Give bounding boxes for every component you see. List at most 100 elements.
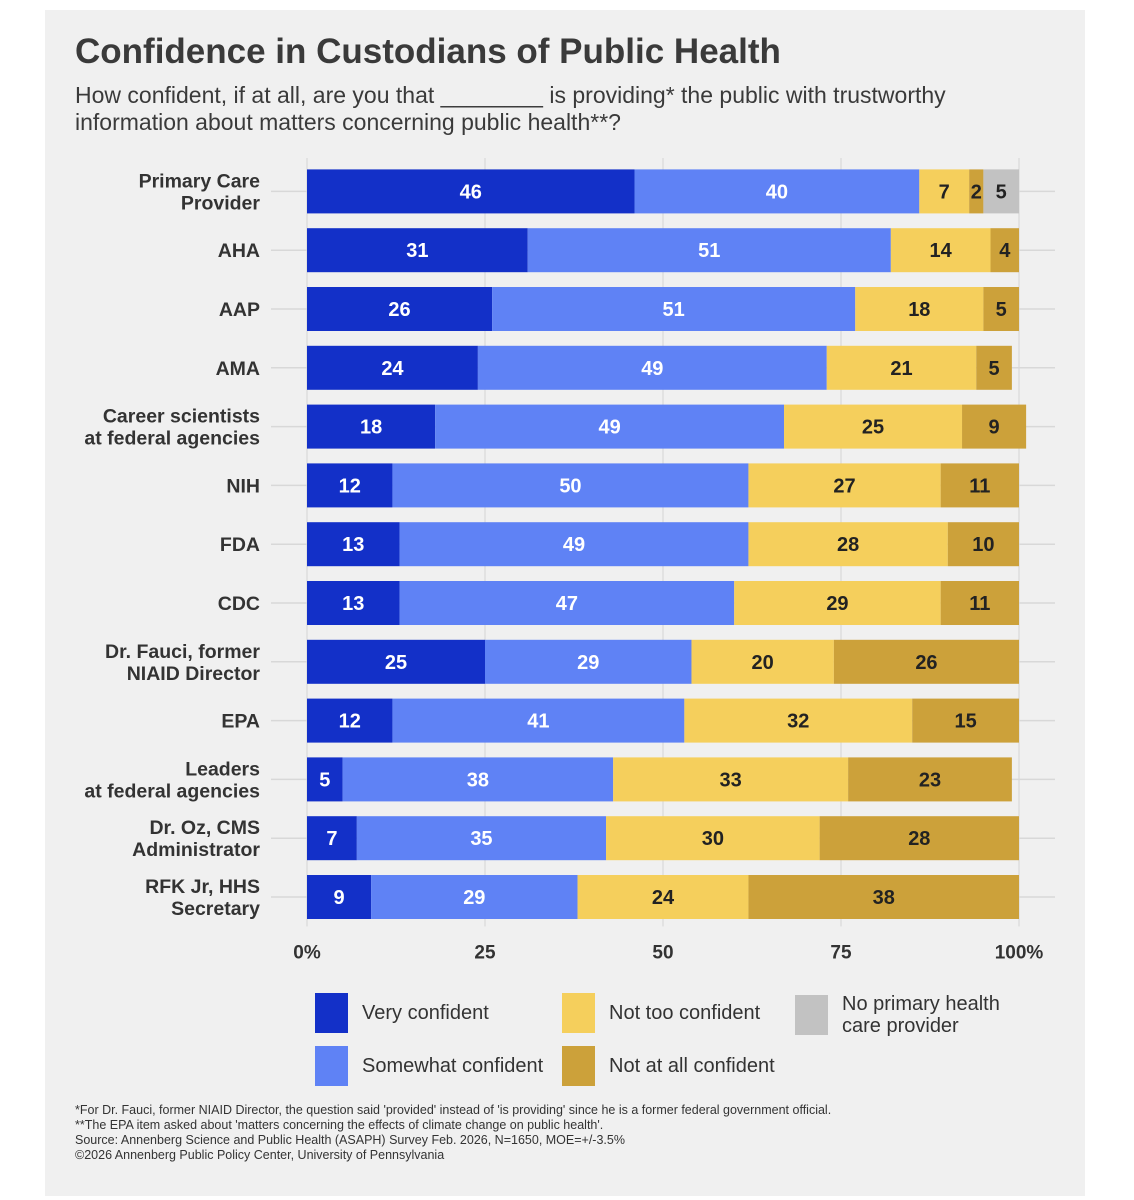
data-label: 40 [766, 181, 788, 203]
bar-segment [307, 463, 393, 508]
data-label: 24 [652, 887, 675, 909]
legend-item-not-too-confident: Not too confident [562, 993, 760, 1033]
legend-swatch [562, 993, 595, 1033]
category-label-line: Provider [181, 192, 261, 214]
data-label: 18 [908, 299, 930, 321]
category-label-line: NIH [226, 475, 260, 497]
legend-label: Somewhat confident [362, 1055, 544, 1077]
legend-label: Not too confident [609, 1002, 761, 1024]
bar-segment [833, 639, 1019, 684]
category-label: RFK Jr, HHS Secretary [145, 876, 260, 920]
bar-segment [826, 345, 977, 390]
category-label-line: at federal agencies [84, 428, 260, 450]
bar-segment [912, 698, 1019, 743]
data-label: 21 [890, 358, 912, 380]
bar-segment [342, 757, 614, 802]
category-label: Primary Care Provider [139, 170, 261, 214]
category-label: AAP [219, 299, 260, 321]
data-label: 7 [939, 181, 950, 203]
footnotes: *For Dr. Fauci, former NIAID Director, t… [75, 1103, 831, 1163]
data-label: 12 [339, 475, 361, 497]
data-label: 13 [342, 593, 364, 615]
data-label: 24 [381, 358, 404, 380]
data-label: 28 [837, 534, 859, 556]
category-label-line: Primary Care [139, 170, 261, 192]
data-label: 5 [989, 358, 1000, 380]
legend-label: Very confident [362, 1002, 489, 1024]
data-label: 31 [406, 240, 428, 262]
bar-segment [919, 169, 970, 214]
data-label: 29 [577, 652, 599, 674]
data-label: 30 [702, 828, 724, 850]
bar-segment [962, 404, 1027, 449]
bar-segment [399, 522, 749, 567]
data-label: 47 [556, 593, 578, 615]
category-label: FDA [220, 534, 260, 556]
x-tick-label: 25 [474, 942, 496, 963]
category-label-line: AMA [216, 358, 260, 380]
category-labels: Primary Care Provider AHA AAP AMA Career scie… [84, 170, 260, 920]
bar-segment [307, 816, 357, 861]
category-label-line: NIAID Director [127, 663, 261, 685]
bar-segment [784, 404, 963, 449]
data-label: 9 [333, 887, 344, 909]
category-label-line: at federal agencies [84, 780, 260, 802]
bar-segment [748, 875, 1019, 919]
category-label-line: Administrator [132, 839, 260, 861]
footnote: Source: Annenberg Science and Public Hea… [75, 1133, 625, 1147]
bar-segment [684, 698, 913, 743]
bar-segment [307, 698, 393, 743]
bar-segment [734, 581, 941, 625]
category-label-line: AHA [218, 240, 260, 262]
legend-label: No primary health care provider [842, 993, 1000, 1037]
bar-segment [947, 522, 1019, 567]
category-label-line: FDA [220, 534, 260, 556]
x-tick-label: 75 [830, 942, 852, 963]
category-label-line: RFK Jr, HHS [145, 876, 260, 898]
legend-label: Not at all confident [609, 1055, 775, 1077]
category-label: NIH [226, 475, 260, 497]
bar-segment [307, 287, 493, 331]
data-label: 29 [463, 887, 485, 909]
data-label: 11 [969, 593, 990, 615]
x-tick-label: 100% [995, 942, 1044, 963]
bar-segment [485, 639, 692, 684]
bar-segment [307, 345, 478, 390]
data-label: 25 [385, 652, 407, 674]
data-label: 41 [527, 711, 549, 733]
bar-segment [527, 228, 891, 273]
data-label: 4 [999, 240, 1011, 262]
data-label: 25 [862, 417, 884, 439]
bar-segment [748, 522, 948, 567]
data-label: 29 [826, 593, 848, 615]
data-label: 5 [996, 181, 1007, 203]
data-label: 35 [470, 828, 492, 850]
bar-segment [477, 345, 827, 390]
data-label: 49 [563, 534, 585, 556]
legend-item-not-at-all-confident: Not at all confident [562, 1046, 775, 1086]
data-label: 33 [720, 769, 742, 791]
footnote: ©2026 Annenberg Public Policy Center, Un… [75, 1148, 445, 1162]
data-label: 2 [971, 181, 982, 203]
x-axis-ticks: 0% 25 50 75 100% [293, 942, 1043, 963]
data-label: 20 [752, 652, 774, 674]
legend: Very confident Not too confident No prim… [315, 988, 1075, 1098]
x-tick-label: 0% [293, 942, 321, 963]
bar-segment [392, 463, 749, 508]
bar-segment [691, 639, 834, 684]
category-label-line: Secretary [171, 898, 260, 920]
category-label-line: Dr. Oz, CMS [149, 817, 260, 839]
legend-swatch [795, 995, 828, 1035]
bar-segment [371, 875, 578, 919]
data-label: 5 [996, 299, 1007, 321]
bar-segment [399, 581, 735, 625]
data-label: 51 [663, 299, 685, 321]
bar-segment [307, 169, 635, 214]
bar-segment [748, 463, 941, 508]
data-label: 14 [930, 240, 953, 262]
bar-segment [976, 345, 1012, 390]
data-label: 11 [969, 475, 990, 497]
data-label: 10 [972, 534, 994, 556]
category-label: CDC [218, 593, 260, 615]
data-label: 7 [326, 828, 337, 850]
